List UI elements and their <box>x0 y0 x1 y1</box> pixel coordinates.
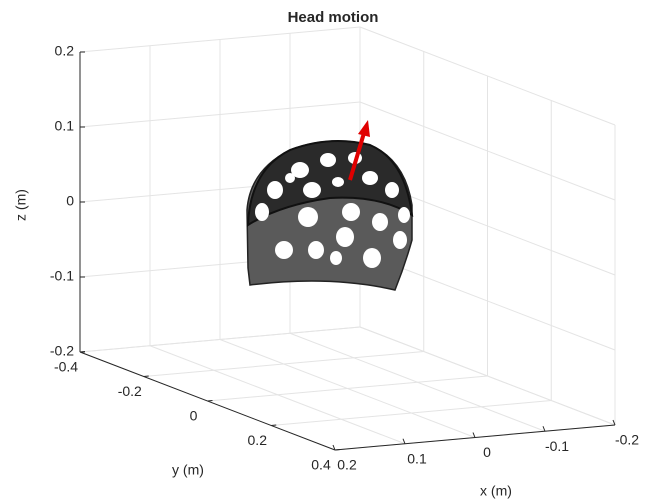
y-tick <box>271 425 276 426</box>
x-tick-label: 0.1 <box>407 450 427 466</box>
z-tick-label: -0.1 <box>50 268 74 284</box>
y-tick-label: -0.4 <box>54 359 78 375</box>
x-tick-label: 0 <box>483 444 491 460</box>
x-tick-label: -0.2 <box>615 432 639 448</box>
y-tick-label: 0.2 <box>248 432 268 448</box>
y-tick <box>335 450 340 451</box>
x-axis-label: x (m) <box>480 483 512 499</box>
z-tick-label: 0.1 <box>55 118 75 134</box>
y-tick-label: -0.2 <box>118 383 142 399</box>
x-tick-label: 0.2 <box>337 457 357 473</box>
z-tick-label: -0.2 <box>50 343 74 359</box>
chart-title: Head motion <box>288 9 379 26</box>
y-axis-label: y (m) <box>172 462 204 478</box>
y-tick <box>208 401 213 402</box>
y-grid-line <box>208 376 488 401</box>
y-tick-label: 0.4 <box>311 457 331 473</box>
z-tick-label: 0 <box>66 193 74 209</box>
z-tick-label: 0.2 <box>55 43 75 59</box>
y-tick <box>80 352 85 353</box>
y-tick <box>144 376 149 377</box>
y-tick-label: 0 <box>190 408 198 424</box>
y-grid-line <box>144 352 424 377</box>
y-grid-line <box>271 401 551 426</box>
head-model <box>247 120 412 290</box>
chart: Head motion z (m) y (m) x (m) -0.2 -0.1 0 0… <box>0 0 661 504</box>
z-axis-label: z (m) <box>13 189 29 221</box>
x-tick-label: -0.1 <box>545 438 569 454</box>
